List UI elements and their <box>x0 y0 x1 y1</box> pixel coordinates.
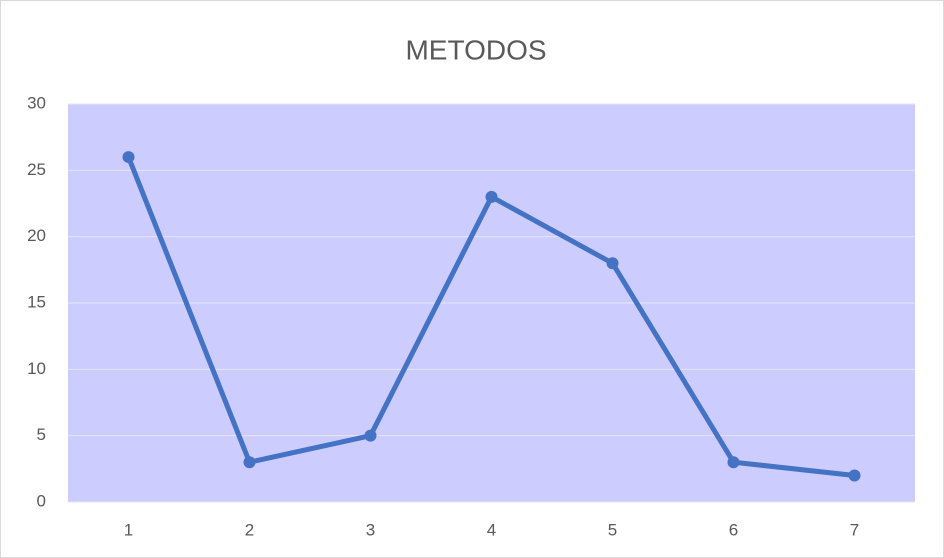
x-tick-label: 1 <box>124 520 133 539</box>
marker <box>485 190 498 203</box>
x-tick-label: 5 <box>608 520 617 539</box>
y-tick-label: 5 <box>37 425 46 444</box>
y-tick-label: 15 <box>27 292 46 311</box>
x-tick-label: 7 <box>850 520 859 539</box>
y-tick-label: 20 <box>27 226 46 245</box>
marker <box>364 429 377 442</box>
chart-title: METODOS <box>405 34 546 65</box>
marker <box>243 456 256 469</box>
x-tick-label: 3 <box>366 520 375 539</box>
marker <box>727 456 740 469</box>
x-tick-label: 2 <box>245 520 254 539</box>
x-tick-label: 6 <box>729 520 738 539</box>
y-tick-label: 25 <box>27 160 46 179</box>
marker <box>848 469 861 482</box>
marker <box>606 257 619 270</box>
y-tick-label: 30 <box>27 93 46 112</box>
y-tick-label: 0 <box>37 491 46 510</box>
x-tick-label: 4 <box>487 520 496 539</box>
marker <box>122 151 135 164</box>
y-tick-label: 10 <box>27 359 46 378</box>
